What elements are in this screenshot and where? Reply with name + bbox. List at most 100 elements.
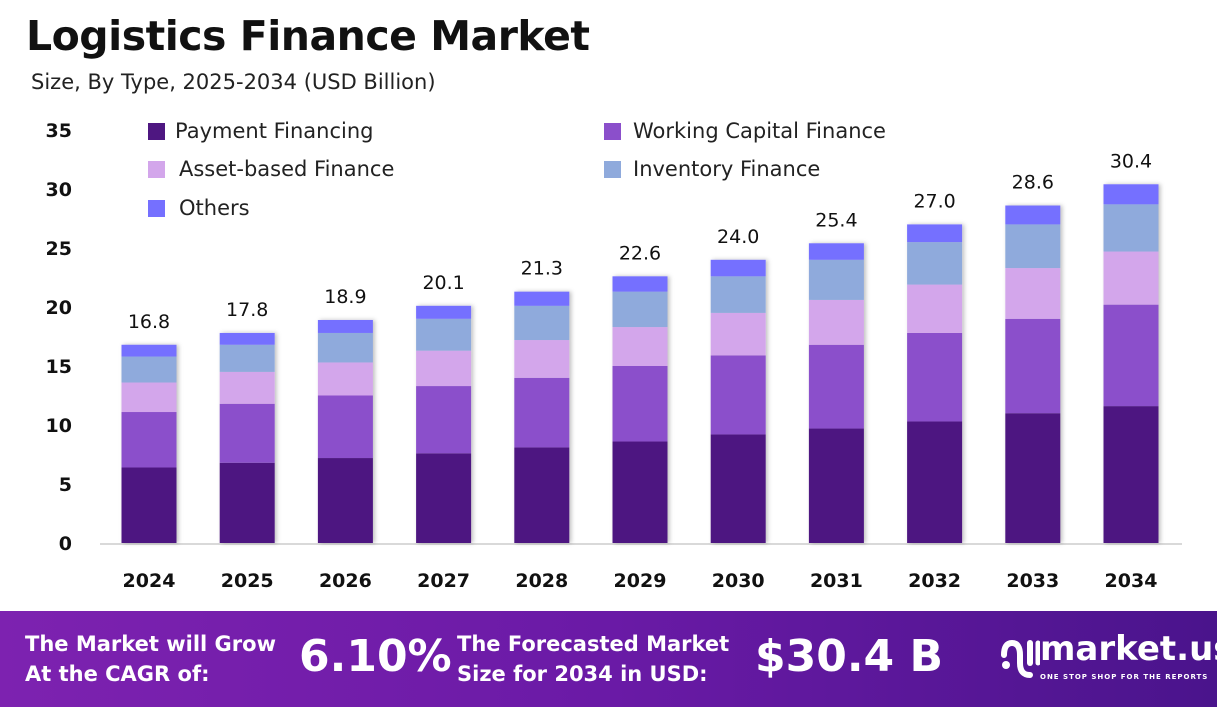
bar-segment-payment-financing: [1103, 406, 1159, 543]
bar-stack: [612, 276, 668, 543]
cagr-value: 6.10%: [299, 631, 452, 682]
bar-segment-working-capital-finance: [121, 412, 177, 468]
bar-segment-inventory-finance: [710, 276, 766, 313]
bar-total-label: 22.6: [619, 242, 661, 264]
bar-stack: [121, 344, 177, 543]
bar-segment-inventory-finance: [121, 356, 177, 383]
bar-segment-working-capital-finance: [1005, 318, 1061, 414]
bar-stack: [1103, 184, 1159, 543]
bar-segment-asset-based-finance: [612, 327, 668, 366]
bar-segment-others: [121, 344, 177, 357]
bar-segment-working-capital-finance: [710, 355, 766, 435]
chart-title: Logistics Finance Market: [26, 12, 590, 60]
bar-total-label: 16.8: [128, 311, 170, 333]
y-tick-label: 35: [46, 120, 72, 142]
bar-total-label: 25.4: [815, 209, 857, 231]
bar-segment-inventory-finance: [317, 332, 373, 363]
bar-segment-inventory-finance: [416, 318, 472, 351]
bar-segment-inventory-finance: [1103, 204, 1159, 252]
x-tick-label: 2028: [515, 570, 568, 592]
x-tick-label: 2025: [221, 570, 274, 592]
bar-segment-working-capital-finance: [612, 366, 668, 442]
bar-segment-asset-based-finance: [808, 299, 864, 345]
bar-stack: [907, 224, 963, 543]
x-tick-label: 2034: [1105, 570, 1158, 592]
x-tick-label: 2031: [810, 570, 863, 592]
x-tick-label: 2033: [1006, 570, 1059, 592]
y-tick-label: 5: [59, 474, 72, 496]
bar-total-label: 20.1: [422, 272, 464, 294]
bar-segment-asset-based-finance: [121, 382, 177, 413]
bar-segment-others: [317, 319, 373, 333]
bar-segment-others: [612, 276, 668, 292]
brand-name: market.us: [1040, 629, 1217, 669]
bar-segment-asset-based-finance: [1005, 268, 1061, 319]
forecast-label: The Forecasted Market Size for 2034 in U…: [457, 629, 729, 689]
bar-total-label: 27.0: [913, 190, 955, 212]
y-tick-label: 15: [46, 356, 72, 378]
x-tick-label: 2029: [614, 570, 667, 592]
legend-label: Payment Financing: [175, 119, 374, 143]
bar-segment-working-capital-finance: [1103, 304, 1159, 407]
bar-segment-asset-based-finance: [416, 350, 472, 387]
bar-total-label: 28.6: [1012, 172, 1054, 194]
bar-segment-payment-financing: [219, 462, 275, 543]
legend-item-asset-based-finance: Asset-based Finance: [148, 157, 394, 181]
bar-segment-inventory-finance: [1005, 224, 1061, 269]
bar-segment-payment-financing: [808, 428, 864, 543]
forecast-label-line2: Size for 2034 in USD:: [457, 662, 708, 686]
cagr-label: The Market will Grow At the CAGR of:: [25, 629, 276, 689]
bar-segment-asset-based-finance: [907, 284, 963, 333]
bar-segment-others: [514, 291, 570, 306]
bar-segment-others: [808, 243, 864, 260]
legend-item-others: Others: [148, 196, 250, 220]
legend-swatch: [148, 160, 165, 178]
bar-segment-inventory-finance: [219, 344, 275, 372]
bar-stack: [514, 291, 570, 543]
bar-segment-payment-financing: [907, 421, 963, 543]
legend-label: Inventory Finance: [633, 157, 821, 181]
bar-stack: [808, 243, 864, 543]
x-tick-label: 2026: [319, 570, 372, 592]
cagr-label-line1: The Market will Grow: [25, 632, 276, 656]
bar-stack: [710, 259, 766, 543]
legend-item-payment-financing: Payment Financing: [148, 119, 374, 143]
bar-segment-working-capital-finance: [808, 344, 864, 429]
bar-total-label: 18.9: [324, 286, 366, 308]
bar-total-label: 24.0: [717, 226, 759, 248]
forecast-label-line1: The Forecasted Market: [457, 632, 730, 656]
bar-segment-asset-based-finance: [1103, 251, 1159, 305]
bar-segment-inventory-finance: [907, 242, 963, 285]
forecast-value: $30.4 B: [755, 631, 944, 682]
bar-segment-inventory-finance: [612, 291, 668, 328]
x-tick-label: 2027: [417, 570, 470, 592]
bar-stack: [1005, 205, 1061, 543]
market-us-logo: market.us ONE STOP SHOP FOR THE REPORTS: [1000, 629, 1217, 685]
x-tick-label: 2032: [908, 570, 961, 592]
brand-tagline: ONE STOP SHOP FOR THE REPORTS: [1040, 673, 1209, 681]
legend-label: Asset-based Finance: [179, 157, 395, 181]
bar-segment-asset-based-finance: [317, 362, 373, 396]
footer-banner: The Market will Grow At the CAGR of: 6.1…: [0, 611, 1217, 707]
x-tick-label: 2024: [123, 570, 176, 592]
bar-segment-working-capital-finance: [416, 386, 472, 454]
legend-swatch: [148, 122, 165, 140]
bar-stack: [317, 319, 373, 543]
stacked-bar-chart: 0510152025303516.8202417.8202518.9202620…: [46, 120, 1182, 592]
legend-item-inventory-finance: Inventory Finance: [604, 157, 820, 181]
bar-segment-working-capital-finance: [219, 403, 275, 463]
bar-segment-asset-based-finance: [710, 312, 766, 356]
y-tick-label: 10: [46, 415, 72, 437]
bar-segment-inventory-finance: [808, 259, 864, 300]
legend-item-working-capital-finance: Working Capital Finance: [604, 119, 886, 143]
chart-subtitle: Size, By Type, 2025-2034 (USD Billion): [31, 70, 436, 94]
bar-segment-working-capital-finance: [317, 395, 373, 459]
legend-swatch: [604, 160, 621, 178]
y-tick-label: 25: [46, 238, 72, 260]
bar-segment-others: [710, 259, 766, 277]
bar-segment-asset-based-finance: [219, 371, 275, 404]
bar-segment-payment-financing: [612, 441, 668, 543]
bar-total-label: 21.3: [521, 258, 563, 280]
bar-segment-payment-financing: [317, 458, 373, 543]
bar-stack: [416, 305, 472, 543]
